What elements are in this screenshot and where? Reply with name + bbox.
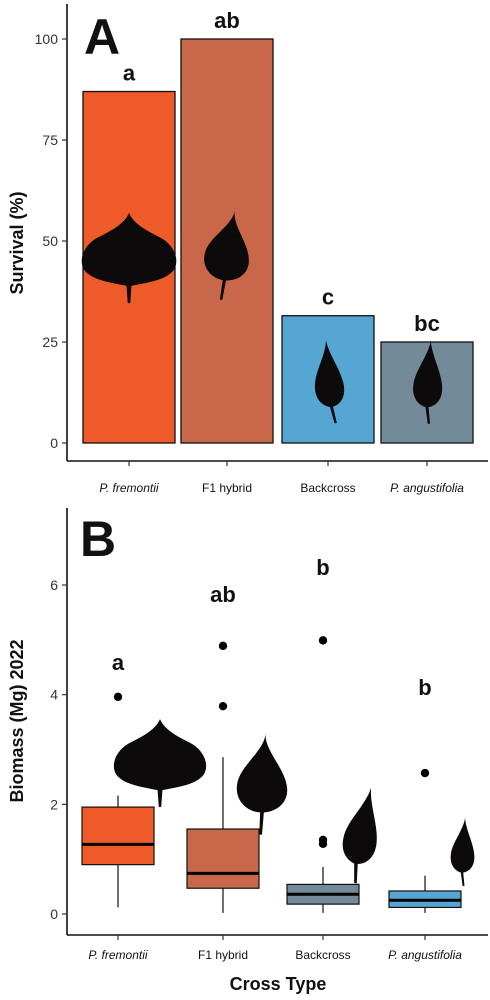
category-label: F1 hybrid: [202, 481, 252, 495]
significance-letter: bc: [414, 311, 440, 336]
panel-a-y-tick-label: 50: [42, 233, 58, 249]
panel-b-y-tick-label: 6: [50, 577, 58, 593]
leaf-lanceolate-icon: [450, 817, 475, 887]
outlier-point: [420, 768, 430, 778]
leaf-lanceolate-icon: [413, 340, 443, 424]
outlier-point: [113, 692, 123, 702]
panel-b-biomass-chart: 0 2 4 6 a P. fremontii ab F1 hybrid b Backcross b P…: [7, 508, 488, 994]
outlier-point: [318, 835, 328, 845]
category-label: P. angustifolia: [390, 481, 464, 495]
panel-b-label: B: [80, 511, 116, 567]
leaf-lanceolate-icon: [314, 340, 345, 424]
x-axis-title-cross-type: Cross Type: [230, 974, 327, 994]
significance-letter: ab: [214, 8, 240, 33]
category-label: P. fremontii: [99, 481, 158, 495]
significance-letter: b: [316, 555, 329, 580]
leaf-cordate-icon: [113, 719, 207, 807]
panel-b-y-tick-label: 4: [50, 687, 58, 703]
leaf-lanceolate-icon: [342, 787, 377, 884]
significance-letter: a: [123, 61, 136, 86]
box-p-fremontii: [81, 806, 155, 866]
leaf-ovate-icon: [236, 733, 288, 835]
category-label: F1 hybrid: [198, 948, 248, 962]
panel-b-y-tick-label: 2: [50, 796, 58, 812]
category-label: Backcross: [300, 481, 355, 495]
outlier-point: [218, 641, 228, 651]
panel-b-y-tick-label: 0: [50, 906, 58, 922]
panel-a-y-tick-label: 75: [42, 132, 58, 148]
significance-letter: ab: [210, 582, 236, 607]
y-axis-title-survival: Survival (%): [7, 191, 27, 294]
category-label: P. angustifolia: [388, 948, 462, 962]
outlier-point: [318, 636, 328, 645]
box-f1-hybrid: [186, 828, 260, 889]
significance-letter: a: [112, 650, 125, 675]
outlier-point: [218, 701, 228, 711]
leaf-ovate-icon: [204, 210, 249, 300]
leaf-cordate-icon: [81, 212, 177, 304]
category-label: Backcross: [295, 948, 350, 962]
panel-a-y-tick-label: 0: [50, 435, 58, 451]
significance-letter: b: [418, 675, 431, 700]
panel-a-y-tick-label: 25: [42, 334, 58, 350]
y-axis-title-biomass: Biomass (Mg) 2022: [7, 639, 27, 802]
panel-a-survival-chart: 0 25 50 75 100 a P. fremontii ab F1 hybrid c Backc…: [7, 4, 488, 495]
panel-a-y-tick-label: 100: [35, 31, 59, 47]
significance-letter: c: [322, 285, 334, 310]
panel-a-label: A: [84, 9, 120, 65]
category-label: P. fremontii: [88, 948, 147, 962]
